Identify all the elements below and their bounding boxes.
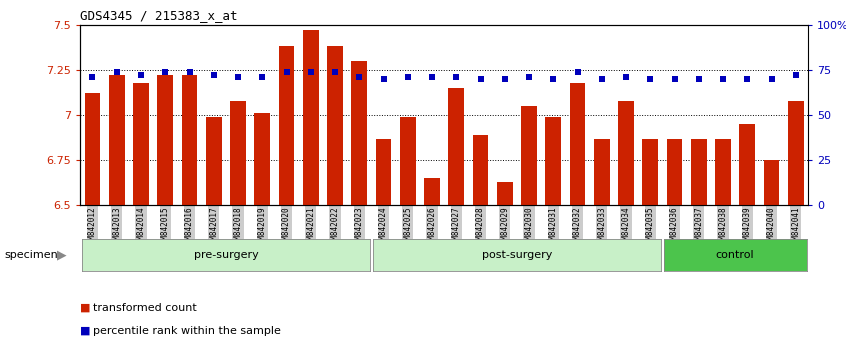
Text: GDS4345 / 215383_x_at: GDS4345 / 215383_x_at	[80, 9, 238, 22]
Bar	[521, 106, 537, 205]
Point	[231, 74, 244, 80]
Point	[547, 76, 560, 82]
Point	[449, 74, 463, 80]
Bar	[642, 138, 658, 205]
Point	[158, 69, 172, 75]
Bar	[230, 101, 246, 205]
Bar	[206, 117, 222, 205]
Bar	[473, 135, 488, 205]
Bar	[278, 46, 294, 205]
Point	[740, 76, 754, 82]
Bar	[788, 101, 804, 205]
Point	[328, 69, 342, 75]
Point	[474, 76, 487, 82]
Point	[717, 76, 730, 82]
Point	[765, 76, 778, 82]
Point	[280, 69, 294, 75]
Text: pre-surgery: pre-surgery	[194, 250, 258, 260]
Point	[376, 76, 390, 82]
Bar	[594, 138, 610, 205]
Text: ▶: ▶	[57, 249, 66, 261]
Bar	[424, 178, 440, 205]
Point	[522, 74, 536, 80]
Point	[110, 69, 124, 75]
Bar	[133, 82, 149, 205]
Text: specimen: specimen	[4, 250, 58, 260]
Bar	[255, 113, 270, 205]
Bar	[715, 138, 731, 205]
Bar	[303, 30, 319, 205]
Bar	[400, 117, 415, 205]
Point	[183, 69, 196, 75]
Point	[692, 76, 706, 82]
Point	[401, 74, 415, 80]
Bar	[691, 138, 706, 205]
Text: ■: ■	[80, 303, 91, 313]
Bar	[497, 182, 513, 205]
Text: post-surgery: post-surgery	[481, 250, 552, 260]
Bar	[618, 101, 634, 205]
Point	[255, 74, 269, 80]
Point	[571, 69, 585, 75]
Point	[135, 73, 148, 78]
Point	[644, 76, 657, 82]
Bar	[667, 138, 683, 205]
Text: percentile rank within the sample: percentile rank within the sample	[93, 326, 281, 336]
Bar	[764, 160, 779, 205]
Point	[667, 76, 681, 82]
Point	[85, 74, 99, 80]
Point	[498, 76, 512, 82]
Text: ■: ■	[80, 326, 91, 336]
Bar	[569, 82, 585, 205]
Bar	[109, 75, 124, 205]
Bar	[546, 117, 561, 205]
Bar	[448, 88, 464, 205]
Point	[304, 69, 317, 75]
Text: control: control	[716, 250, 755, 260]
Point	[207, 73, 221, 78]
Point	[619, 74, 633, 80]
Bar	[351, 61, 367, 205]
Bar	[157, 75, 173, 205]
Bar	[327, 46, 343, 205]
Bar	[85, 93, 101, 205]
Point	[426, 74, 439, 80]
Bar	[739, 124, 755, 205]
Point	[353, 74, 366, 80]
Bar	[182, 75, 197, 205]
Point	[789, 73, 803, 78]
Bar	[376, 138, 392, 205]
Text: transformed count: transformed count	[93, 303, 197, 313]
Point	[595, 76, 608, 82]
